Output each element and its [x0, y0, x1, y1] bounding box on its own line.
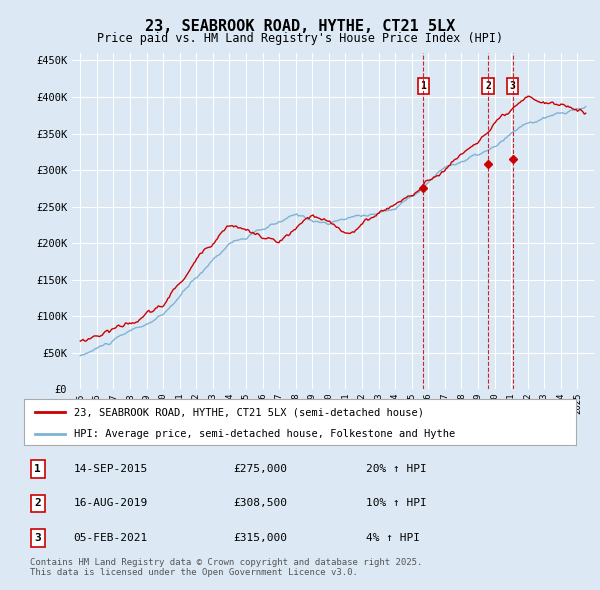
- Text: 23, SEABROOK ROAD, HYTHE, CT21 5LX (semi-detached house): 23, SEABROOK ROAD, HYTHE, CT21 5LX (semi…: [74, 407, 424, 417]
- Text: 14-SEP-2015: 14-SEP-2015: [74, 464, 148, 474]
- Text: 20% ↑ HPI: 20% ↑ HPI: [366, 464, 427, 474]
- Text: Contains HM Land Registry data © Crown copyright and database right 2025.
This d: Contains HM Land Registry data © Crown c…: [30, 558, 422, 577]
- Text: 3: 3: [34, 533, 41, 543]
- Text: 3: 3: [509, 81, 515, 91]
- Text: £308,500: £308,500: [234, 499, 288, 509]
- Text: 16-AUG-2019: 16-AUG-2019: [74, 499, 148, 509]
- Text: 05-FEB-2021: 05-FEB-2021: [74, 533, 148, 543]
- Text: Price paid vs. HM Land Registry's House Price Index (HPI): Price paid vs. HM Land Registry's House …: [97, 32, 503, 45]
- Text: HPI: Average price, semi-detached house, Folkestone and Hythe: HPI: Average price, semi-detached house,…: [74, 429, 455, 439]
- Text: 10% ↑ HPI: 10% ↑ HPI: [366, 499, 427, 509]
- Text: 1: 1: [34, 464, 41, 474]
- Text: 2: 2: [485, 81, 491, 91]
- Text: £315,000: £315,000: [234, 533, 288, 543]
- Text: 2: 2: [34, 499, 41, 509]
- Text: 1: 1: [421, 81, 427, 91]
- Text: £275,000: £275,000: [234, 464, 288, 474]
- Text: 23, SEABROOK ROAD, HYTHE, CT21 5LX: 23, SEABROOK ROAD, HYTHE, CT21 5LX: [145, 19, 455, 34]
- Text: 4% ↑ HPI: 4% ↑ HPI: [366, 533, 420, 543]
